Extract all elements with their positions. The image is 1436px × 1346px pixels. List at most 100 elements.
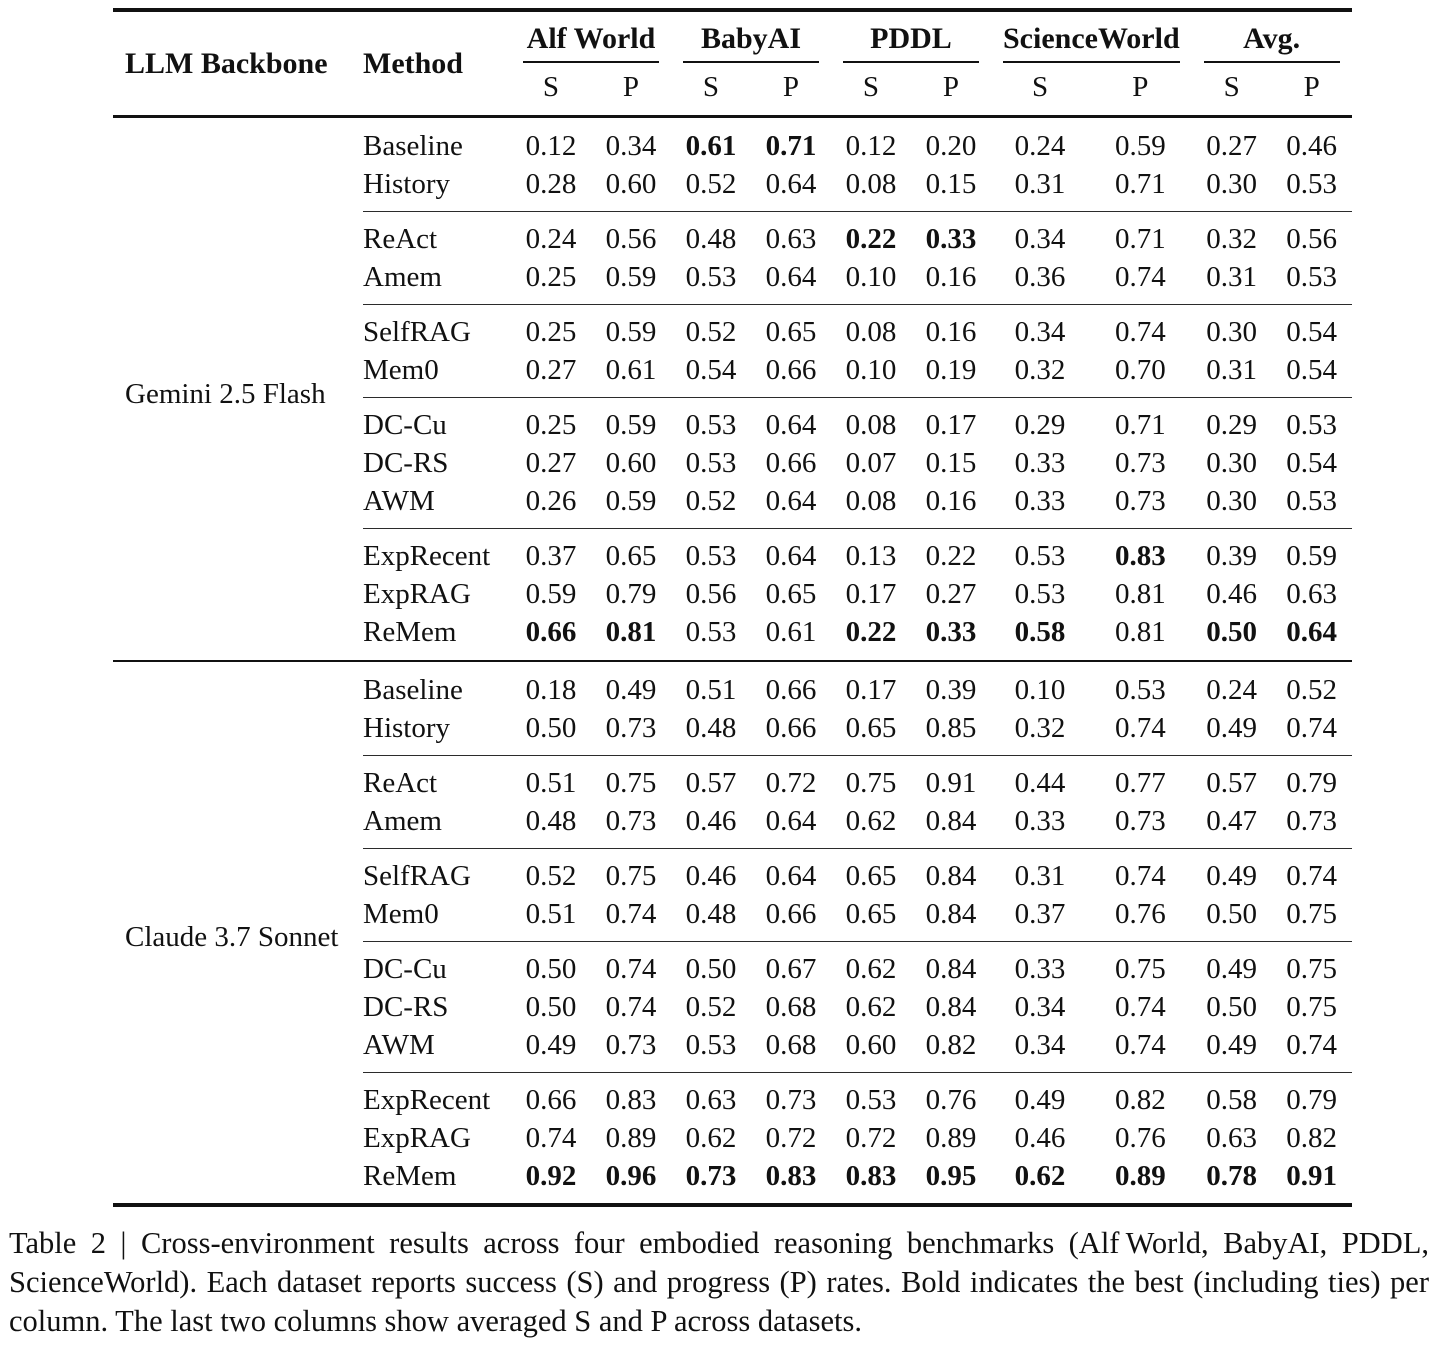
value-cell: 0.73 bbox=[1115, 447, 1166, 479]
column-group-babyai: BabyAI bbox=[671, 10, 831, 63]
value-cell: 0.52 bbox=[1271, 660, 1352, 709]
table-row: SelfRAG 0.25 0.59 0.52 0.65 0.08 0.16 0.34 0.74 0… bbox=[113, 304, 1352, 351]
value-cell: 0.16 bbox=[925, 485, 977, 517]
value-cell: 0.56 bbox=[1271, 211, 1352, 258]
method-label: ReMem bbox=[363, 616, 457, 648]
results-table-container: LLM Backbone Method Alf World BabyAI PDD… bbox=[113, 8, 1352, 1207]
value-cell: 0.82 bbox=[1286, 1122, 1338, 1154]
value-cell: 0.91 bbox=[1286, 1160, 1338, 1192]
value-cell: 0.75 bbox=[1271, 941, 1352, 988]
method-label: Amem bbox=[363, 805, 442, 837]
value-cell: 0.66 bbox=[525, 616, 577, 648]
value-cell: 0.52 bbox=[685, 991, 737, 1023]
method-label: Amem bbox=[363, 261, 442, 293]
value-cell: 0.10 bbox=[991, 660, 1090, 709]
value-cell: 0.31 bbox=[991, 848, 1090, 895]
method-label: AWM bbox=[363, 485, 435, 517]
method-label: DC-RS bbox=[363, 991, 449, 1023]
value-cell: 0.75 bbox=[591, 755, 671, 802]
value-cell: 0.62 bbox=[845, 991, 897, 1023]
value-cell: 0.39 bbox=[911, 660, 991, 709]
value-cell: 0.79 bbox=[1271, 1072, 1352, 1119]
value-cell: 0.62 bbox=[845, 805, 897, 837]
value-cell: 0.76 bbox=[1115, 1122, 1166, 1154]
value-cell: 0.30 bbox=[1206, 447, 1258, 479]
table-row: ReAct 0.24 0.56 0.48 0.63 0.22 0.33 0.34 0.71 0.3… bbox=[113, 211, 1352, 258]
value-cell: 0.73 bbox=[605, 712, 657, 744]
value-cell: 0.46 bbox=[1286, 130, 1338, 162]
method-label: ExpRecent bbox=[363, 528, 511, 575]
value-cell: 0.31 bbox=[1014, 168, 1066, 200]
value-cell: 0.47 bbox=[1206, 805, 1258, 837]
value-cell: 0.81 bbox=[605, 616, 657, 648]
value-cell: 0.71 bbox=[765, 130, 817, 162]
value-cell: 0.50 bbox=[671, 941, 751, 988]
value-cell: 0.78 bbox=[1206, 1160, 1258, 1192]
method-label: History bbox=[363, 168, 450, 200]
value-cell: 0.62 bbox=[1014, 1160, 1066, 1192]
value-cell: 0.08 bbox=[845, 168, 897, 200]
value-cell: 0.59 bbox=[1271, 528, 1352, 575]
value-cell: 0.17 bbox=[845, 578, 897, 610]
value-cell: 0.28 bbox=[525, 168, 577, 200]
value-cell: 0.59 bbox=[1115, 130, 1166, 162]
method-label: DC-RS bbox=[363, 447, 449, 479]
value-cell: 0.08 bbox=[831, 397, 911, 444]
value-cell: 0.52 bbox=[511, 848, 591, 895]
value-cell: 0.59 bbox=[605, 485, 657, 517]
value-cell: 0.59 bbox=[525, 578, 577, 610]
table-row: Gemini 2.5 Flash Baseline 0.12 0.34 0.61 0.71… bbox=[113, 117, 1352, 408]
table-row: Amem 0.48 0.73 0.46 0.64 0.62 0.84 0.33 0.73 0.47… bbox=[113, 802, 1352, 849]
value-cell: 0.39 bbox=[1191, 528, 1272, 575]
value-cell: 0.66 bbox=[751, 660, 831, 709]
table-row: DC-Cu 0.50 0.74 0.50 0.67 0.62 0.84 0.33 0.75 0.4… bbox=[113, 941, 1352, 988]
value-cell: 0.53 bbox=[1286, 485, 1338, 517]
value-cell: 0.95 bbox=[925, 1160, 977, 1192]
value-cell: 0.61 bbox=[765, 616, 817, 648]
value-cell: 0.96 bbox=[605, 1160, 657, 1192]
method-label: Mem0 bbox=[363, 354, 439, 386]
value-cell: 0.49 bbox=[1206, 712, 1258, 744]
method-label: ReMem bbox=[363, 1160, 457, 1192]
subheader-s: S bbox=[831, 63, 911, 118]
value-cell: 0.66 bbox=[765, 898, 817, 930]
value-cell: 0.49 bbox=[1206, 1029, 1258, 1061]
value-cell: 0.71 bbox=[1115, 168, 1166, 200]
value-cell: 0.83 bbox=[1089, 528, 1192, 575]
value-cell: 0.64 bbox=[765, 485, 817, 517]
value-cell: 0.50 bbox=[525, 991, 577, 1023]
value-cell: 0.37 bbox=[511, 528, 591, 575]
value-cell: 0.49 bbox=[1191, 941, 1272, 988]
value-cell: 0.32 bbox=[1014, 712, 1066, 744]
value-cell: 0.25 bbox=[511, 397, 591, 444]
value-cell: 0.54 bbox=[1271, 304, 1352, 351]
subheader-s: S bbox=[671, 63, 751, 118]
value-cell: 0.73 bbox=[1115, 485, 1166, 517]
value-cell: 0.59 bbox=[591, 304, 671, 351]
value-cell: 0.89 bbox=[925, 1122, 977, 1154]
llm-backbone-label: Gemini 2.5 Flash bbox=[125, 377, 326, 410]
value-cell: 0.53 bbox=[991, 528, 1090, 575]
value-cell: 0.65 bbox=[765, 578, 817, 610]
results-table: LLM Backbone Method Alf World BabyAI PDD… bbox=[113, 8, 1352, 1207]
table-row: History 0.28 0.60 0.52 0.64 0.08 0.15 0.31 0.71 0… bbox=[113, 165, 1352, 212]
method-label: ExpRAG bbox=[363, 578, 471, 610]
value-cell: 0.64 bbox=[765, 168, 817, 200]
value-cell: 0.27 bbox=[525, 354, 577, 386]
value-cell: 0.67 bbox=[751, 941, 831, 988]
value-cell: 0.30 bbox=[1206, 485, 1258, 517]
value-cell: 0.07 bbox=[845, 447, 897, 479]
value-cell: 0.22 bbox=[831, 211, 911, 258]
value-cell: 0.15 bbox=[925, 447, 977, 479]
value-cell: 0.61 bbox=[605, 354, 657, 386]
subheader-s: S bbox=[991, 63, 1090, 118]
value-cell: 0.58 bbox=[1014, 616, 1066, 648]
value-cell: 0.54 bbox=[1286, 354, 1338, 386]
value-cell: 0.48 bbox=[671, 211, 751, 258]
value-cell: 0.53 bbox=[1286, 261, 1338, 293]
subheader-p: P bbox=[591, 63, 671, 118]
value-cell: 0.64 bbox=[765, 805, 817, 837]
method-label: DC-Cu bbox=[363, 397, 511, 444]
subheader-p: P bbox=[911, 63, 991, 118]
subheader-p: P bbox=[1271, 63, 1352, 118]
